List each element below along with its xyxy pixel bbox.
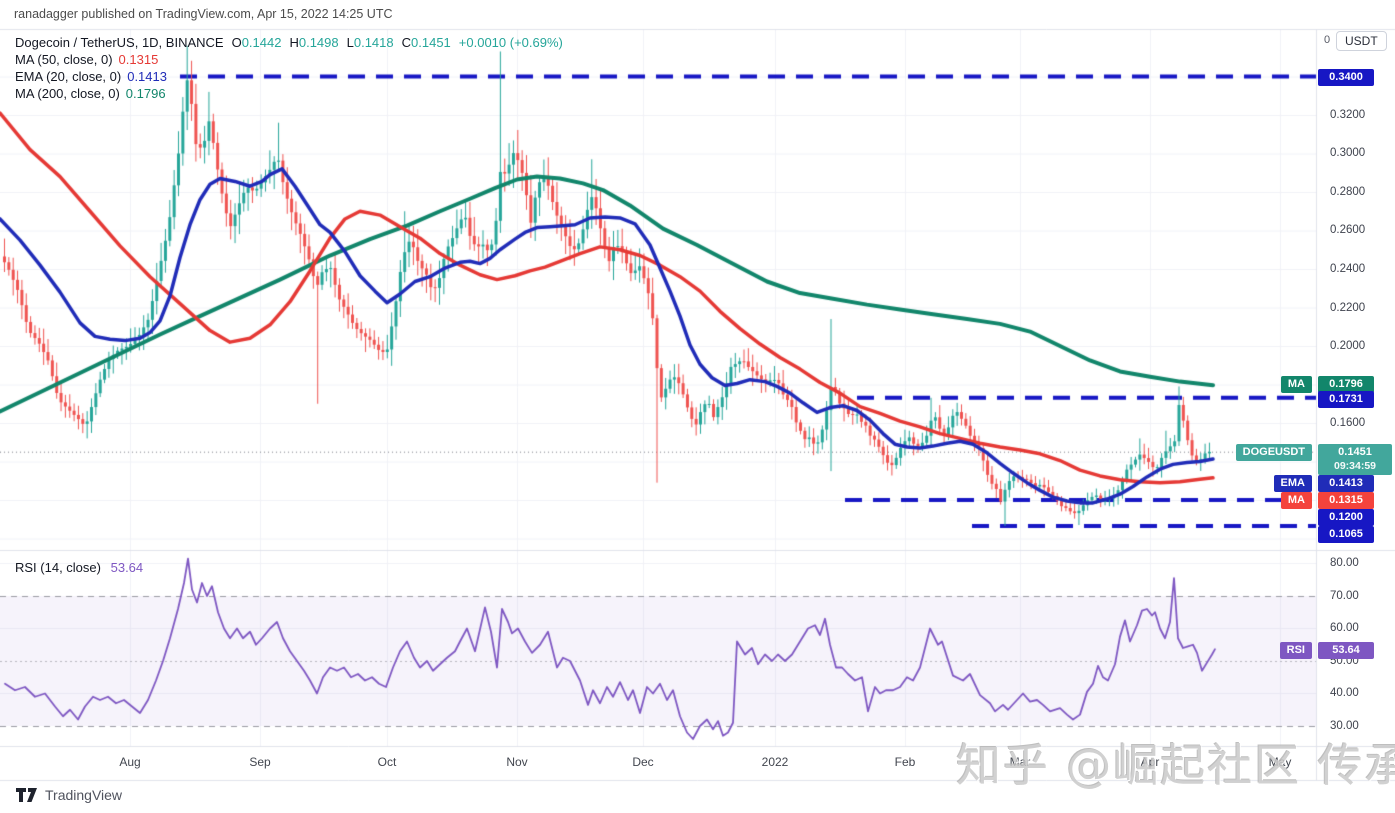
rsi-value-badge: 53.64	[1318, 641, 1374, 659]
tradingview-footer: TradingView	[16, 787, 122, 803]
legend-symbol-row[interactable]: Dogecoin / TetherUS, 1D, BINANCE O0.1442 H…	[15, 34, 563, 51]
change-value: +0.0010 (+0.69%)	[458, 35, 563, 50]
time-axis-label-Apr: Apr	[1140, 755, 1160, 769]
rsi-axis-tag: RSI	[1279, 641, 1312, 659]
price-tick-label: 0.3200	[1330, 109, 1366, 121]
ma-axis-tag: MA	[1280, 375, 1312, 393]
ohlc-values: O0.1442 H0.1498 L0.1418 C0.1451	[224, 35, 451, 50]
currency-unit-button[interactable]: USDT	[1336, 31, 1387, 51]
ma-axis-tag: MA	[1280, 491, 1312, 509]
indicator-legend-row[interactable]: MA (50, close, 0) 0.1315	[15, 52, 159, 67]
ohlc-item: H0.1498	[289, 35, 339, 50]
price-tick-label: 0.3000	[1330, 147, 1366, 159]
price-badge-0.3400: 0.3400	[1318, 68, 1374, 86]
price-badge-0.1065: 0.1065	[1318, 525, 1374, 543]
price-tick-label: 0.2800	[1330, 186, 1366, 198]
rsi-tick-label: 40.00	[1330, 687, 1359, 699]
time-axis-label-Feb: Feb	[894, 755, 916, 769]
price-badge-0.1451: 0.1451 09:34:59	[1318, 443, 1392, 475]
price-tick-label: 0.1600	[1330, 417, 1366, 429]
time-axis-label-Sep: Sep	[249, 755, 271, 769]
price-badge-0.1413: 0.1413	[1318, 474, 1374, 492]
indicator-legend-row[interactable]: EMA (20, close, 0) 0.1413	[15, 69, 167, 84]
time-axis-label-2022: 2022	[761, 755, 789, 769]
rsi-tick-label: 60.00	[1330, 622, 1359, 634]
zhihu-watermark: 知乎 @崛起社区 传承	[956, 739, 1395, 792]
indicator-legend-rows: MA (50, close, 0) 0.1315 EMA (20, close, 0…	[15, 51, 563, 102]
time-axis-label-Mar: Mar	[1009, 755, 1031, 769]
ohlc-item: L0.1418	[346, 35, 394, 50]
time-axis-label-May: May	[1268, 755, 1292, 769]
rsi-tick-label: 30.00	[1330, 720, 1359, 732]
time-axis-label-Oct: Oct	[377, 755, 397, 769]
price-badge-0.1315: 0.1315	[1318, 491, 1374, 509]
price-tick-label: 0.2400	[1330, 263, 1366, 275]
price-badge-0.1796: 0.1796	[1318, 375, 1374, 393]
time-axis-label-Aug: Aug	[119, 755, 141, 769]
tradingview-brand-text: TradingView	[45, 787, 123, 803]
scale-zero-label: 0	[1324, 34, 1331, 46]
rsi-tick-label: 70.00	[1330, 590, 1359, 602]
price-tick-label: 0.2200	[1330, 302, 1366, 314]
symbol-title: Dogecoin / TetherUS, 1D, BINANCE	[15, 35, 224, 50]
indicator-legend-row[interactable]: MA (200, close, 0) 0.1796	[15, 86, 166, 101]
dogeusdt-axis-tag: DOGEUSDT	[1235, 443, 1312, 461]
ema-axis-tag: EMA	[1273, 474, 1312, 492]
price-badge-0.1731: 0.1731	[1318, 390, 1374, 408]
price-badge-0.1200: 0.1200	[1318, 508, 1374, 526]
symbol-legend: Dogecoin / TetherUS, 1D, BINANCE O0.1442 H…	[15, 34, 563, 102]
tradingview-logo-icon	[16, 788, 37, 802]
rsi-legend-value: 53.64	[110, 560, 144, 575]
rsi-tick-label: 80.00	[1330, 557, 1359, 569]
ohlc-item: C0.1451	[401, 35, 451, 50]
price-tick-label: 0.2000	[1330, 340, 1366, 352]
rsi-legend-label: RSI (14, close)	[15, 560, 101, 575]
ohlc-item: O0.1442	[231, 35, 282, 50]
price-tick-label: 0.2600	[1330, 224, 1366, 236]
time-axis-label-Dec: Dec	[632, 755, 654, 769]
publish-attribution: ranadagger published on TradingView.com,…	[14, 7, 393, 21]
time-axis-label-Nov: Nov	[506, 755, 528, 769]
rsi-legend[interactable]: RSI (14, close) 53.64	[15, 560, 143, 575]
